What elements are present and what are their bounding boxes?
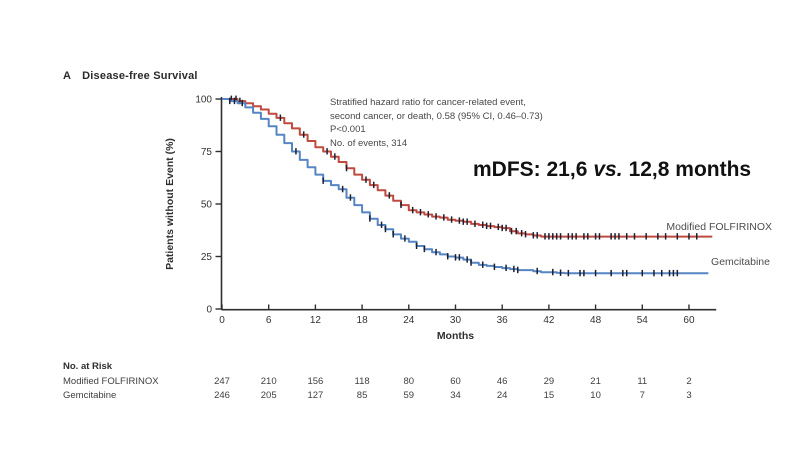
panel-title: A Disease-free Survival	[63, 70, 198, 82]
x-tick-label: 54	[637, 315, 649, 326]
annotation-line: second cancer, or death, 0.58 (95% CI, 0…	[330, 110, 543, 122]
x-tick-label: 48	[590, 315, 602, 326]
at-risk-value: 7	[639, 389, 645, 401]
x-tick-label: 24	[403, 315, 415, 326]
x-tick-label: 6	[266, 315, 272, 326]
at-risk-value: 15	[543, 389, 555, 401]
mdfs-prefix: mDFS: 21,6	[473, 158, 588, 181]
survival-curve-gemcitabine	[222, 98, 709, 275]
panel-letter: A	[63, 70, 72, 82]
at-risk-row-label: Modified FOLFIRINOX	[63, 375, 159, 387]
at-risk-value: 29	[543, 375, 555, 387]
at-risk-value: 2	[686, 375, 692, 387]
y-tick-label: 75	[201, 147, 213, 158]
x-tick-label: 0	[219, 315, 225, 326]
x-tick-label: 42	[543, 315, 555, 326]
at-risk-value: 11	[637, 375, 648, 387]
mdfs-overlay-text: mDFS: 21,6 vs. 12,8 months	[473, 158, 751, 182]
at-risk-value: 156	[307, 375, 324, 387]
y-tick-label: 0	[206, 305, 212, 316]
at-risk-value: 46	[496, 375, 508, 387]
at-risk-value: 10	[590, 389, 601, 401]
at-risk-row-label: Gemcitabine	[63, 389, 117, 401]
at-risk-header: No. at Risk	[63, 361, 113, 372]
x-tick-label: 60	[683, 315, 695, 326]
annotation-line: Stratified hazard ratio for cancer-relat…	[330, 97, 526, 108]
y-tick-label: 50	[201, 200, 213, 211]
at-risk-value: 85	[356, 389, 368, 401]
x-tick-label: 30	[450, 315, 462, 326]
at-risk-value: 247	[214, 375, 230, 387]
y-tick-label: 100	[195, 95, 212, 106]
hazard-ratio-annotation: Stratified hazard ratio for cancer-relat…	[330, 96, 543, 150]
mdfs-suffix: 12,8 months	[628, 158, 752, 181]
at-risk-value: 205	[260, 389, 277, 401]
at-risk-value: 34	[450, 389, 461, 401]
curve-label-gemcitabine: Gemcitabine	[711, 256, 770, 268]
at-risk-value: 118	[354, 375, 370, 387]
x-axis-title: Months	[437, 330, 474, 342]
y-axis-title: Patients without Event (%)	[164, 138, 176, 270]
at-risk-value: 246	[214, 389, 230, 401]
at-risk-value: 127	[307, 389, 324, 401]
at-risk-value: 60	[450, 375, 461, 387]
at-risk-value: 3	[686, 389, 692, 401]
km-plot: 0 25 50 75 100 0 6 12 18 24 30 36 42 48 54 60 Months Modi…	[195, 95, 772, 343]
curve-label-folfirinox: Modified FOLFIRINOX	[666, 221, 772, 233]
at-risk-value: 210	[260, 375, 277, 387]
at-risk-value: 24	[496, 389, 508, 401]
panel-title-text: Disease-free Survival	[82, 70, 198, 82]
annotation-line: No. of events, 314	[330, 137, 408, 149]
annotation-line: P<0.001	[330, 124, 366, 135]
x-tick-label: 18	[357, 315, 369, 326]
at-risk-value: 59	[403, 389, 415, 401]
survival-curve-folfirinox	[222, 98, 713, 238]
at-risk-value: 80	[403, 375, 415, 387]
at-risk-value: 21	[590, 375, 601, 387]
y-tick-label: 25	[201, 252, 213, 263]
x-tick-label: 12	[310, 315, 322, 326]
x-tick-label: 36	[497, 315, 509, 326]
mdfs-vs: vs.	[593, 158, 623, 181]
